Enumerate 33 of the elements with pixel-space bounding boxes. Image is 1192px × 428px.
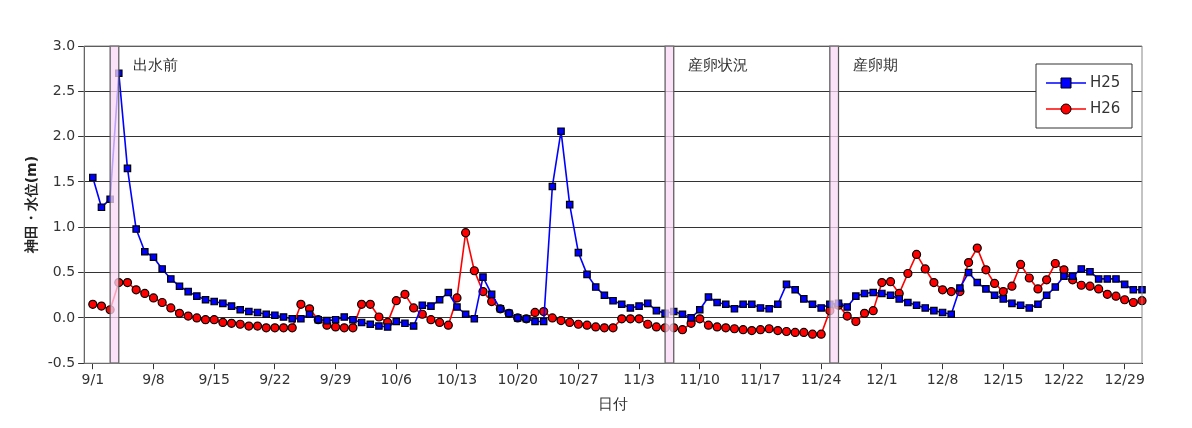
x-tick-label: 12/1 <box>866 371 898 388</box>
x-tick-label: 9/1 <box>81 371 105 388</box>
y-axis-title: 神田・水位(m) <box>23 155 40 255</box>
x-tick-label: 10/27 <box>558 371 599 388</box>
x-tick-label: 10/13 <box>436 371 478 388</box>
x-tick-label: 9/22 <box>259 371 291 388</box>
x-tick-label: 12/8 <box>926 371 959 388</box>
x-tick-label: 12/29 <box>1104 371 1145 388</box>
x-tick-label: 11/17 <box>740 371 781 388</box>
y-tick-label: 2.5 <box>52 81 76 98</box>
x-tick-label: 9/15 <box>198 371 230 388</box>
x-tick-label: 11/3 <box>623 371 655 388</box>
x-axis-title: 日付 <box>598 394 629 413</box>
annotation: 産卵状況 <box>687 55 748 74</box>
annotation: 出水前 <box>132 55 178 74</box>
x-tick-label: 9/8 <box>142 371 165 388</box>
y-tick-label: 3.0 <box>52 36 76 53</box>
y-tick-label: 0.0 <box>52 308 76 325</box>
x-tick-label: 10/20 <box>497 371 538 388</box>
x-tick-label: 12/15 <box>983 371 1024 388</box>
x-tick-label: 12/22 <box>1043 371 1085 388</box>
x-tick-label: 11/10 <box>679 371 720 388</box>
legend-label: H25 <box>1090 72 1121 91</box>
y-tick-label: 2.0 <box>52 127 76 144</box>
x-tick-label: 9/29 <box>319 371 352 388</box>
x-tick-label: 11/24 <box>800 371 842 388</box>
y-tick-label: -0.5 <box>47 353 76 370</box>
y-tick-label: 1.0 <box>52 217 76 234</box>
legend-label: H26 <box>1090 98 1121 117</box>
x-tick-label: 10/6 <box>380 371 413 388</box>
y-tick-label: 1.5 <box>52 172 76 189</box>
y-tick-label: 0.5 <box>52 263 76 280</box>
annotation: 産卵期 <box>852 55 898 74</box>
